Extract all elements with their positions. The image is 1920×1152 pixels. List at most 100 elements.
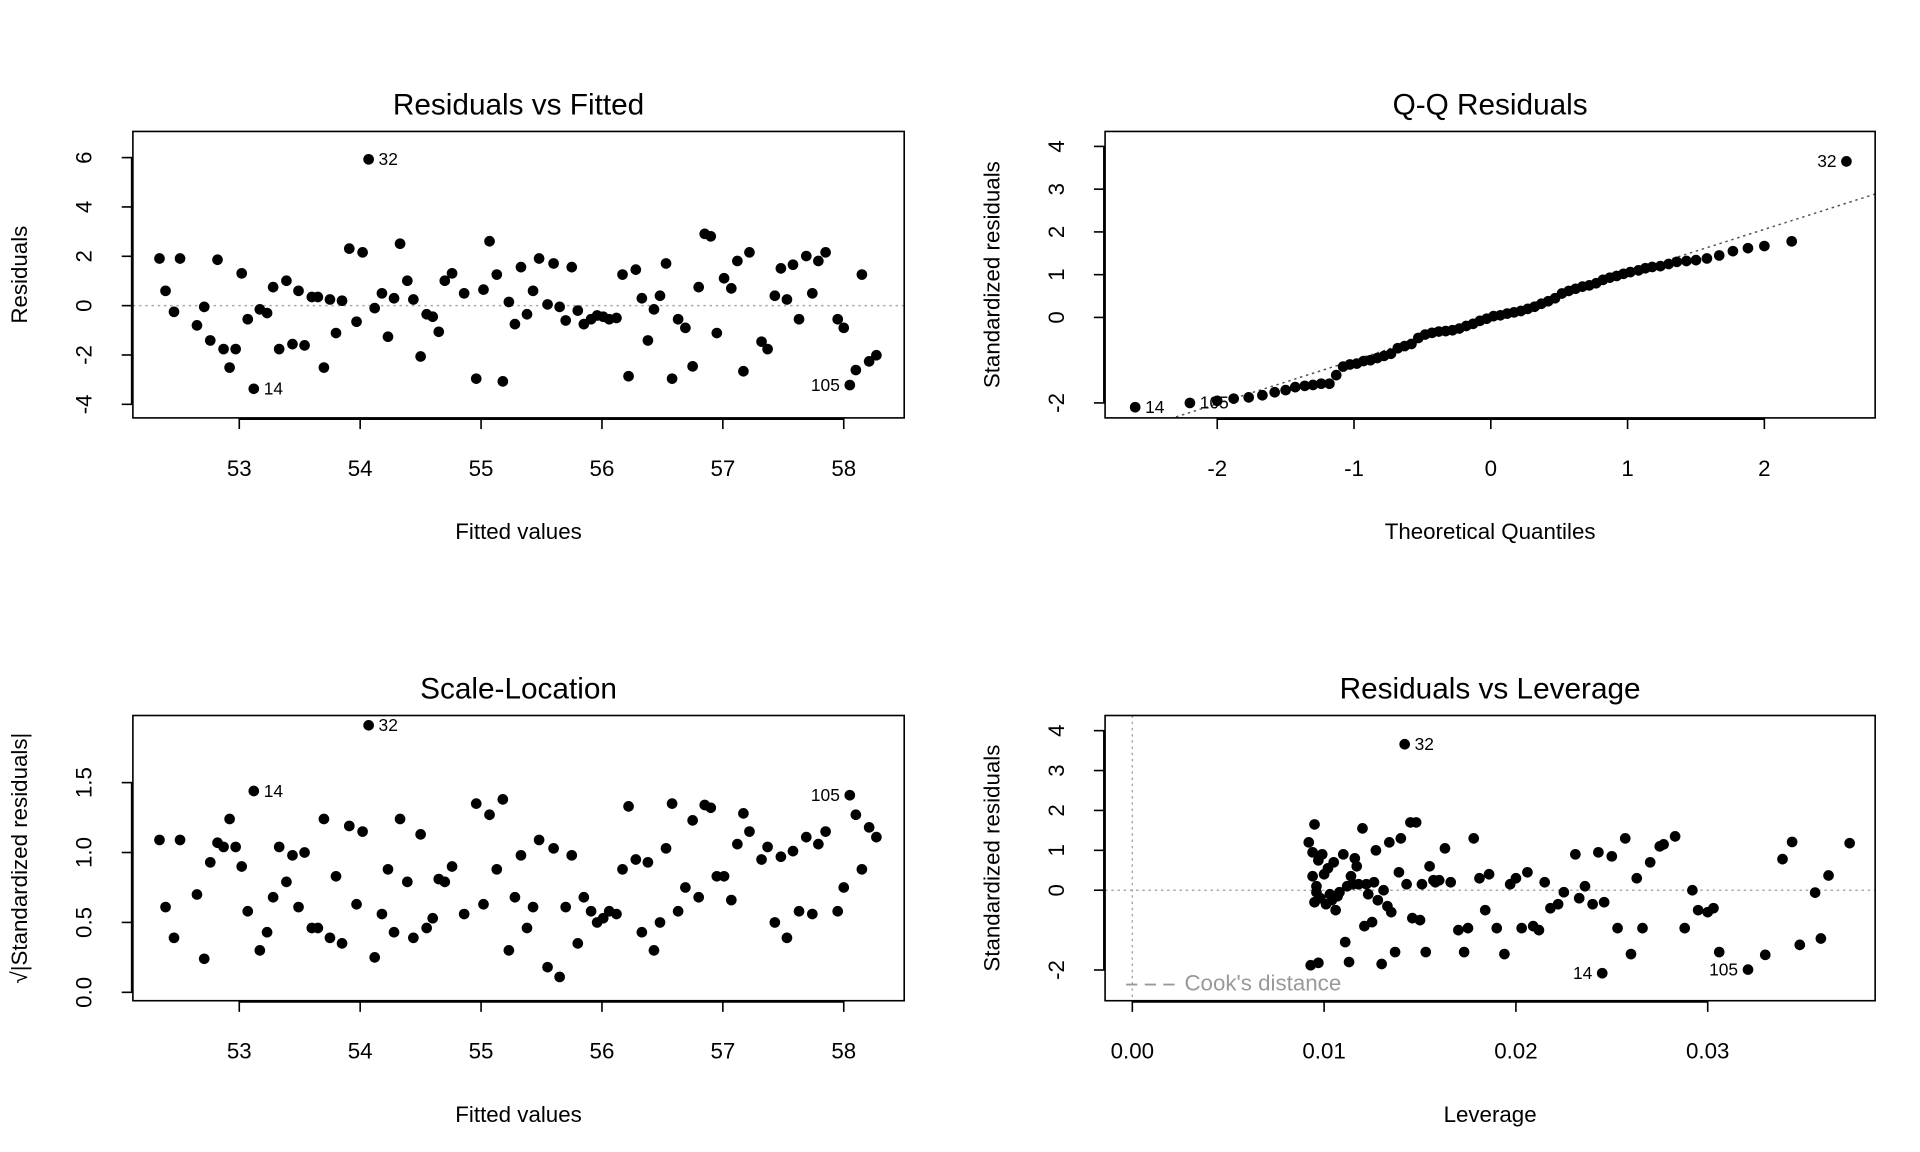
point <box>1316 848 1328 860</box>
point <box>154 253 165 264</box>
point <box>533 834 545 846</box>
point <box>1619 833 1631 844</box>
point <box>1416 878 1428 890</box>
point <box>267 281 279 293</box>
point <box>654 290 666 302</box>
point-label: 32 <box>379 715 398 735</box>
point <box>863 356 875 367</box>
point <box>1624 266 1636 278</box>
point <box>850 364 862 376</box>
point <box>1637 922 1648 934</box>
plot-frame <box>1104 714 1876 1002</box>
point <box>1479 904 1491 916</box>
point <box>204 335 216 346</box>
point <box>800 250 812 262</box>
point <box>363 153 374 165</box>
point <box>401 876 413 888</box>
y-tick-label: 2 <box>1044 226 1069 238</box>
point <box>1401 878 1412 890</box>
point <box>793 313 805 325</box>
point <box>623 801 634 812</box>
point <box>509 318 521 330</box>
point <box>844 789 856 801</box>
point <box>1337 848 1349 860</box>
point <box>578 891 590 903</box>
x-tick-label: 57 <box>710 456 735 481</box>
point <box>572 305 584 316</box>
point <box>1573 892 1585 904</box>
point <box>415 829 426 840</box>
point <box>630 264 642 275</box>
point <box>224 362 235 373</box>
point <box>732 838 743 850</box>
point <box>863 822 875 833</box>
point <box>660 842 672 854</box>
point <box>318 362 330 373</box>
point <box>343 820 355 832</box>
point <box>1376 958 1387 970</box>
point <box>1339 936 1351 948</box>
point <box>636 926 648 938</box>
point <box>1474 872 1485 884</box>
point <box>401 275 413 287</box>
point-label: 14 <box>264 379 284 399</box>
point <box>1307 846 1318 858</box>
point <box>497 376 509 387</box>
point-label: 32 <box>379 149 398 169</box>
point <box>1433 874 1445 886</box>
point <box>781 932 793 944</box>
point <box>204 856 216 868</box>
point <box>762 841 773 853</box>
point <box>1453 924 1464 936</box>
point <box>844 379 856 391</box>
point <box>261 307 273 319</box>
point <box>248 785 260 797</box>
point <box>1841 156 1852 167</box>
point <box>281 275 292 287</box>
y-tick-label: 2 <box>72 250 97 262</box>
point <box>484 809 495 821</box>
point <box>527 901 539 913</box>
point <box>820 826 831 837</box>
point <box>491 269 503 280</box>
point <box>1303 837 1315 848</box>
y-tick-label: -2 <box>72 345 97 365</box>
point <box>1315 378 1327 390</box>
point <box>324 294 336 305</box>
point <box>1299 380 1311 392</box>
point <box>1362 888 1374 900</box>
point <box>1742 242 1754 254</box>
y-axis-label: Residuals <box>7 226 32 324</box>
point <box>1681 255 1692 267</box>
y-tick-label: 3 <box>1044 183 1069 195</box>
y-tick-label: 4 <box>72 201 97 213</box>
point <box>871 349 882 361</box>
point-label: 14 <box>1573 963 1593 983</box>
point <box>1533 924 1545 936</box>
point <box>1129 401 1141 413</box>
point <box>832 313 844 325</box>
point <box>572 938 584 949</box>
point <box>369 952 381 963</box>
point <box>769 290 781 302</box>
point <box>1669 831 1681 842</box>
y-tick-label: 6 <box>72 151 97 163</box>
point <box>1257 389 1268 401</box>
point <box>732 255 743 267</box>
point <box>617 269 628 280</box>
point <box>566 261 578 273</box>
point <box>838 322 850 334</box>
point <box>617 863 628 875</box>
y-tick-label: -2 <box>1044 393 1069 413</box>
plot-frame <box>1104 130 1876 419</box>
point <box>687 360 698 372</box>
point <box>654 917 666 928</box>
point <box>693 891 705 903</box>
point <box>1351 860 1363 872</box>
point <box>1372 894 1384 906</box>
point <box>832 905 844 917</box>
x-tick-label: 55 <box>469 456 494 481</box>
point <box>351 316 362 328</box>
point <box>1644 856 1656 868</box>
